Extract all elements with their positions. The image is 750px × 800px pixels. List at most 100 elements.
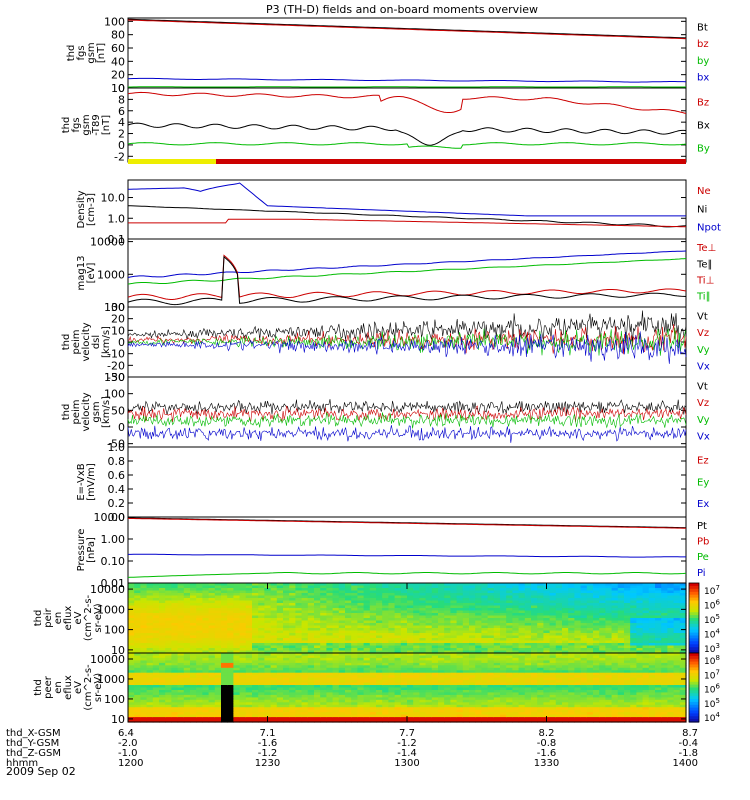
spectrogram-cell <box>524 709 532 713</box>
spectrogram-cell <box>425 615 433 619</box>
spectrogram-cell <box>493 680 501 684</box>
spectrogram-cell <box>611 645 619 649</box>
spectrogram-cell <box>252 615 259 619</box>
spectrogram-cell <box>413 717 420 721</box>
spectrogram-cell <box>506 633 513 637</box>
spectrogram-cell <box>159 648 166 652</box>
spectrogram-cell <box>140 714 148 718</box>
spectrogram-cell <box>444 712 451 716</box>
spectrogram-cell <box>636 648 644 652</box>
spectrogram-cell <box>438 707 445 711</box>
spectrogram-cell <box>605 588 613 592</box>
spectrogram-cell <box>276 640 284 644</box>
spectrogram-cell <box>314 613 321 617</box>
spectrogram-cell <box>165 598 172 602</box>
spectrogram-cell <box>518 719 526 723</box>
spectrogram-cell <box>462 712 470 716</box>
spectrogram-cell <box>543 598 551 602</box>
spectrogram-cell <box>208 697 216 701</box>
spectrogram-cell <box>580 583 588 587</box>
spectrogram-cell <box>289 655 296 659</box>
spectrogram-cell <box>605 690 613 694</box>
spectrogram-cell <box>599 719 606 723</box>
spectrogram-cell <box>283 590 290 594</box>
spectrogram-cell <box>252 603 259 607</box>
spectrogram-cell <box>456 675 464 679</box>
spectrogram-cell <box>283 665 290 669</box>
spectrogram-cell <box>283 685 290 689</box>
spectrogram-cell <box>543 699 551 703</box>
spectrogram-cell <box>252 653 259 657</box>
spectrogram-cell <box>394 704 402 708</box>
spectrogram-cell <box>543 633 551 637</box>
spectrogram-cell <box>289 697 296 701</box>
spectrogram-cell <box>233 714 241 718</box>
spectrogram-cell <box>500 635 507 639</box>
spectrogram-cell <box>462 660 470 664</box>
spectrogram-cell <box>462 682 470 686</box>
spectrogram-cell <box>363 665 371 669</box>
spectrogram-cell <box>518 648 526 652</box>
spectrogram-cell <box>239 702 247 706</box>
spectrogram-cell <box>580 645 588 649</box>
spectrogram-cell <box>586 712 594 716</box>
spectrogram-cell <box>549 588 557 592</box>
spectrogram-cell <box>531 608 538 612</box>
spectrogram-cell <box>165 610 172 614</box>
spectrogram-cell <box>487 643 495 647</box>
spectrogram-cell <box>642 590 650 594</box>
spectrogram-cell <box>351 635 358 639</box>
spectrogram-cell <box>314 677 321 681</box>
y-axis-label: mag13 [eV] <box>76 256 97 291</box>
spectrogram-cell <box>655 585 662 589</box>
spectrogram-cell <box>655 603 662 607</box>
spectrogram-cell <box>400 672 408 676</box>
spectrogram-cell <box>190 694 197 698</box>
spectrogram-cell <box>537 690 544 694</box>
spectrogram-cell <box>202 712 210 716</box>
spectrogram-cell <box>140 670 148 674</box>
spectrogram-cell <box>338 682 346 686</box>
spectrogram-cell <box>456 714 464 718</box>
spectrogram-cell <box>555 640 563 644</box>
spectrogram-cell <box>388 714 396 718</box>
spectrogram-cell <box>599 610 606 614</box>
spectrogram-cell <box>493 610 501 614</box>
spectrogram-cell <box>562 593 569 597</box>
spectrogram-cell <box>407 640 414 644</box>
spectrogram-cell <box>512 657 520 661</box>
spectrogram-cell <box>307 635 315 639</box>
spectrogram-cell <box>357 714 365 718</box>
spectrogram-cell <box>345 662 352 666</box>
spectrogram-cell <box>214 677 222 681</box>
spectrogram-cell <box>481 600 489 604</box>
spectrogram-cell <box>227 682 234 686</box>
spectrogram-cell <box>252 690 259 694</box>
spectrogram-cell <box>388 595 396 599</box>
spectrogram-cell <box>655 590 662 594</box>
spectrogram-cell <box>233 675 241 679</box>
spectrogram-cell <box>537 610 544 614</box>
spectrogram-cell <box>568 650 575 654</box>
spectrogram-cell <box>301 585 309 589</box>
spectrogram-cell <box>500 650 507 654</box>
spectrogram-cell <box>183 625 191 629</box>
spectrogram-cell <box>345 685 352 689</box>
spectrogram-cell <box>450 638 458 642</box>
spectrogram-cell <box>140 583 148 587</box>
spectrogram-cell <box>574 709 582 713</box>
spectrogram-cell <box>617 650 625 654</box>
spectrogram-cell <box>134 585 141 589</box>
spectrogram-cell <box>128 680 135 684</box>
spectrogram-cell <box>165 690 172 694</box>
spectrogram-cell <box>562 709 569 713</box>
spectrogram-cell <box>537 643 544 647</box>
spectrogram-cell <box>190 653 197 657</box>
spectrogram-cell <box>295 655 303 659</box>
spectrogram-cell <box>531 628 538 632</box>
spectrogram-cell <box>326 677 334 681</box>
spectrogram-cell <box>264 709 272 713</box>
spectrogram-cell <box>388 702 396 706</box>
spectrogram-cell <box>611 638 619 642</box>
spectrogram-cell <box>320 600 327 604</box>
